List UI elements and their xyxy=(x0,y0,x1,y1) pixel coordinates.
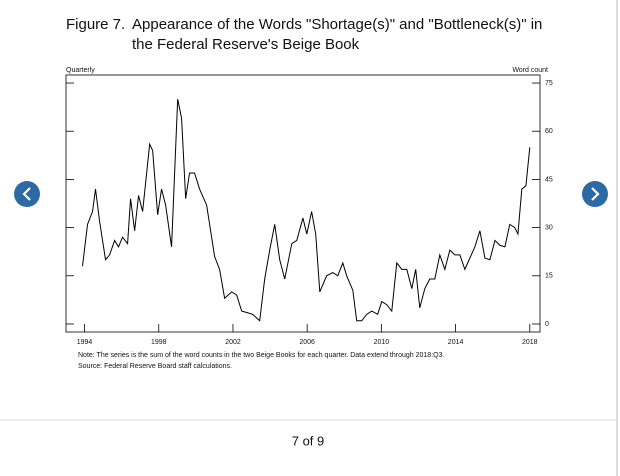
axis-label: Quarterly xyxy=(66,67,95,74)
note: Note: The series is the sum of the word … xyxy=(78,352,444,359)
chart-title: Appearance of the Words "Shortage(s)" an… xyxy=(132,16,542,33)
series-line xyxy=(82,98,531,322)
next-button[interactable] xyxy=(582,181,608,207)
x-tick-label: 1998 xyxy=(151,339,167,346)
chart-title: the Federal Reserve's Beige Book xyxy=(132,36,360,53)
next-button-circle[interactable] xyxy=(582,181,608,207)
y2-tick-label: 0 xyxy=(545,321,549,328)
source: Source: Federal Reserve Board staff calc… xyxy=(78,363,232,370)
x-tick-label: 2014 xyxy=(448,339,464,346)
axis-label: Word count xyxy=(512,67,548,74)
figure-label: Figure 7. xyxy=(66,16,125,33)
x-tick-label: 1994 xyxy=(77,339,93,346)
plot-frame xyxy=(65,74,541,333)
y2-tick-label: 45 xyxy=(545,176,553,183)
y2-tick-label: 30 xyxy=(545,224,553,231)
y2-tick-label: 15 xyxy=(545,273,553,280)
x-tick-label: 2010 xyxy=(374,339,390,346)
prev-button[interactable] xyxy=(14,181,40,207)
prev-button-circle[interactable] xyxy=(14,181,40,207)
y2-tick-label: 75 xyxy=(545,80,553,87)
y2-tick-label: 60 xyxy=(545,128,553,135)
x-tick-label: 2006 xyxy=(299,339,315,346)
x-tick-label: 2002 xyxy=(225,339,241,346)
x-tick-label: 2018 xyxy=(522,339,538,346)
pager-label: 7 of 9 xyxy=(292,433,325,448)
next-icon[interactable] xyxy=(591,187,600,201)
prev-icon[interactable] xyxy=(22,187,31,201)
